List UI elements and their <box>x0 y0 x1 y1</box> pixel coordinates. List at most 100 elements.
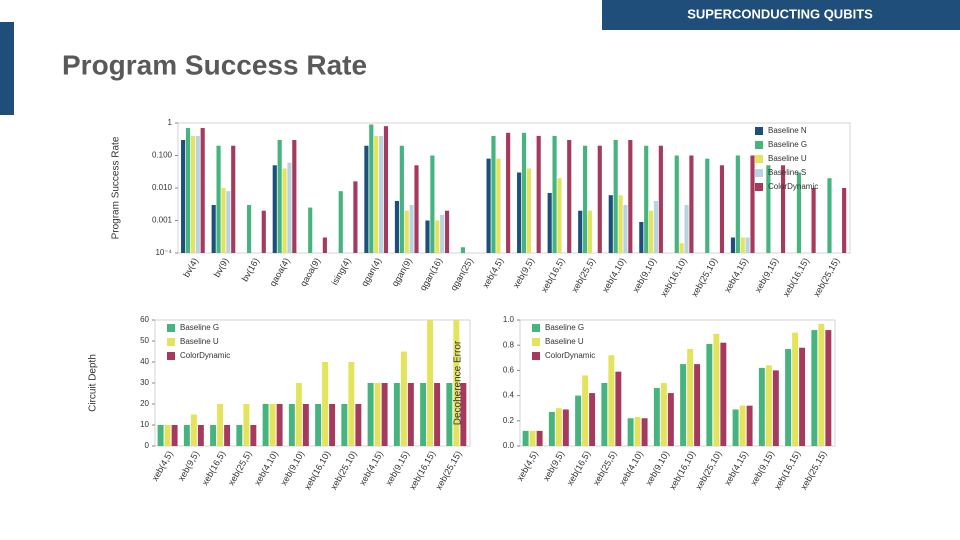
x-tick-label: xeb(25,15) <box>798 449 828 491</box>
legend-label: Baseline S <box>768 168 806 177</box>
bar <box>250 425 257 446</box>
bar <box>601 383 608 446</box>
bar <box>453 320 460 446</box>
bar <box>674 155 679 253</box>
bar <box>758 367 765 446</box>
bar <box>653 388 660 446</box>
bar <box>653 200 659 253</box>
x-tick-label: xeb(25,5) <box>226 449 254 487</box>
x-tick-label: xeb(4,5) <box>150 449 175 483</box>
bar <box>552 135 557 253</box>
bar <box>185 128 191 253</box>
bar <box>277 139 282 253</box>
x-tick-label: xeb(25,10) <box>328 449 358 491</box>
bar <box>660 383 667 446</box>
legend-label: ColorDynamic <box>768 182 818 191</box>
y-tick-label: 0.8 <box>503 340 515 349</box>
x-tick-label: qgan(4) <box>359 256 383 288</box>
bar <box>578 210 583 253</box>
x-tick-label: xeb(16,5) <box>565 449 593 487</box>
bar <box>732 409 739 446</box>
x-tick-label: xeb(9,10) <box>278 449 306 487</box>
bar <box>430 155 435 253</box>
bar <box>667 393 674 446</box>
bar <box>536 135 541 253</box>
bar <box>555 408 562 446</box>
bar <box>529 430 536 446</box>
bar <box>506 132 511 253</box>
bar <box>628 139 633 253</box>
bar <box>420 383 427 446</box>
slide-title: Program Success Rate <box>62 49 367 80</box>
bar <box>322 362 329 446</box>
bar <box>740 237 745 253</box>
y-axis-title: Circuit Depth <box>88 354 99 412</box>
x-tick-label: xeb(16,15) <box>781 256 811 298</box>
x-tick-label: xeb(9,5) <box>541 449 566 483</box>
bar <box>407 383 414 446</box>
bar <box>641 418 648 446</box>
x-tick-label: xeb(16,15) <box>407 449 437 491</box>
bar <box>383 126 389 253</box>
bar <box>567 139 572 253</box>
bar <box>522 430 529 446</box>
y-tick-label: 0.4 <box>503 391 515 400</box>
bar <box>745 237 750 253</box>
x-tick-label: xeb(4,10) <box>617 449 645 487</box>
bar <box>414 165 419 253</box>
bar <box>369 124 374 253</box>
bar <box>190 414 197 446</box>
bar <box>210 425 217 446</box>
bar <box>818 323 825 446</box>
bar <box>785 348 792 446</box>
bar <box>766 165 771 253</box>
bar <box>587 210 593 253</box>
y-tick-label: 0.6 <box>503 366 515 375</box>
x-tick-label: bv(16) <box>240 256 261 283</box>
bar <box>399 145 404 253</box>
bar <box>427 320 434 446</box>
bar <box>460 247 466 253</box>
bar <box>287 162 292 253</box>
bar <box>684 204 689 253</box>
y-tick-label: 40 <box>140 357 149 366</box>
x-tick-label: qaoa(4) <box>268 256 292 288</box>
bar <box>224 425 231 446</box>
bar <box>644 145 649 253</box>
bar <box>211 204 216 253</box>
bar <box>269 404 276 446</box>
bar <box>435 220 440 253</box>
bar <box>164 425 171 446</box>
side-bar <box>0 22 14 115</box>
y-tick-label: 20 <box>140 399 149 408</box>
x-tick-label: xeb(4,10) <box>600 256 628 294</box>
legend-swatch <box>755 141 763 149</box>
bar <box>706 343 713 446</box>
y-axis-title: Decoherence Error <box>453 340 464 425</box>
bar <box>634 417 641 446</box>
bar <box>799 347 806 446</box>
legend-label: ColorDynamic <box>545 351 595 360</box>
legend-swatch <box>167 352 175 360</box>
bar <box>772 370 779 446</box>
bar <box>374 135 379 253</box>
bar <box>261 210 266 253</box>
bar <box>288 404 295 446</box>
header-banner <box>602 0 960 30</box>
bar <box>276 404 283 446</box>
bar <box>236 425 243 446</box>
x-tick-label: xeb(25,15) <box>811 256 841 298</box>
bar <box>183 425 190 446</box>
bar <box>575 395 582 446</box>
bar <box>658 145 663 253</box>
bar <box>750 155 755 253</box>
y-tick-label: 50 <box>140 336 149 345</box>
x-tick-label: qaoa(9) <box>298 256 322 288</box>
bar <box>623 204 628 253</box>
x-tick-label: xeb(16,10) <box>659 256 689 298</box>
bar <box>348 362 355 446</box>
bar <box>496 158 501 253</box>
y-tick-label: 1.0 <box>503 315 515 324</box>
bar <box>827 178 832 253</box>
bar <box>583 145 588 253</box>
